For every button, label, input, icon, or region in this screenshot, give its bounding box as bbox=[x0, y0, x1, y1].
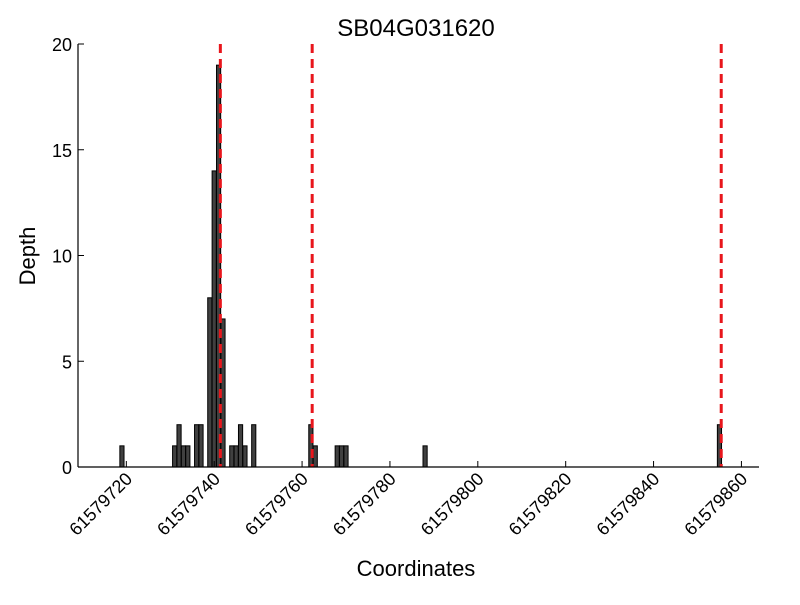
y-tick-label-0: 0 bbox=[62, 458, 72, 478]
x-tick-label-61579740: 61579740 bbox=[153, 469, 224, 540]
x-axis-label: Coordinates bbox=[357, 556, 476, 581]
bar-5 bbox=[194, 424, 200, 468]
y-tick-label-10: 10 bbox=[52, 247, 72, 267]
x-tick-label-61579760: 61579760 bbox=[241, 469, 312, 540]
x-tick-label-61579860: 61579860 bbox=[680, 469, 751, 540]
bar-15 bbox=[251, 424, 257, 468]
bar-17 bbox=[312, 445, 318, 468]
x-tick-label-61579800: 61579800 bbox=[417, 469, 488, 540]
x-tick-label-61579780: 61579780 bbox=[329, 469, 400, 540]
bar-14 bbox=[242, 445, 248, 468]
plot-area: 0 5 10 15 20 61579720 61579740 61579760 61579780… bbox=[52, 35, 759, 539]
bar-3 bbox=[180, 445, 187, 468]
y-tick-label-5: 5 bbox=[62, 352, 72, 372]
bar-22 bbox=[716, 424, 723, 468]
bar-8 bbox=[211, 170, 217, 468]
bar-4 bbox=[185, 445, 191, 468]
y-tick-label-20: 20 bbox=[52, 35, 72, 55]
x-tick-label-61579840: 61579840 bbox=[593, 469, 664, 540]
chart-title: SB04G031620 bbox=[337, 15, 494, 42]
bar-19 bbox=[339, 445, 345, 468]
bar-21 bbox=[422, 445, 428, 468]
bar-2 bbox=[176, 424, 182, 468]
x-tick-label-61579720: 61579720 bbox=[65, 469, 136, 540]
bar-11 bbox=[229, 445, 235, 468]
bar-6 bbox=[198, 424, 204, 468]
bar-7 bbox=[207, 297, 213, 468]
bar-16 bbox=[308, 424, 314, 468]
bar-13 bbox=[237, 424, 244, 468]
bar-12 bbox=[233, 445, 239, 468]
bar-20 bbox=[343, 445, 349, 468]
bar-1 bbox=[172, 445, 178, 468]
bar-0 bbox=[119, 445, 125, 468]
x-tick-label-61579820: 61579820 bbox=[505, 469, 576, 540]
y-axis-label: Depth bbox=[15, 227, 40, 286]
y-tick-label-15: 15 bbox=[52, 141, 72, 161]
bar-18 bbox=[334, 445, 340, 468]
